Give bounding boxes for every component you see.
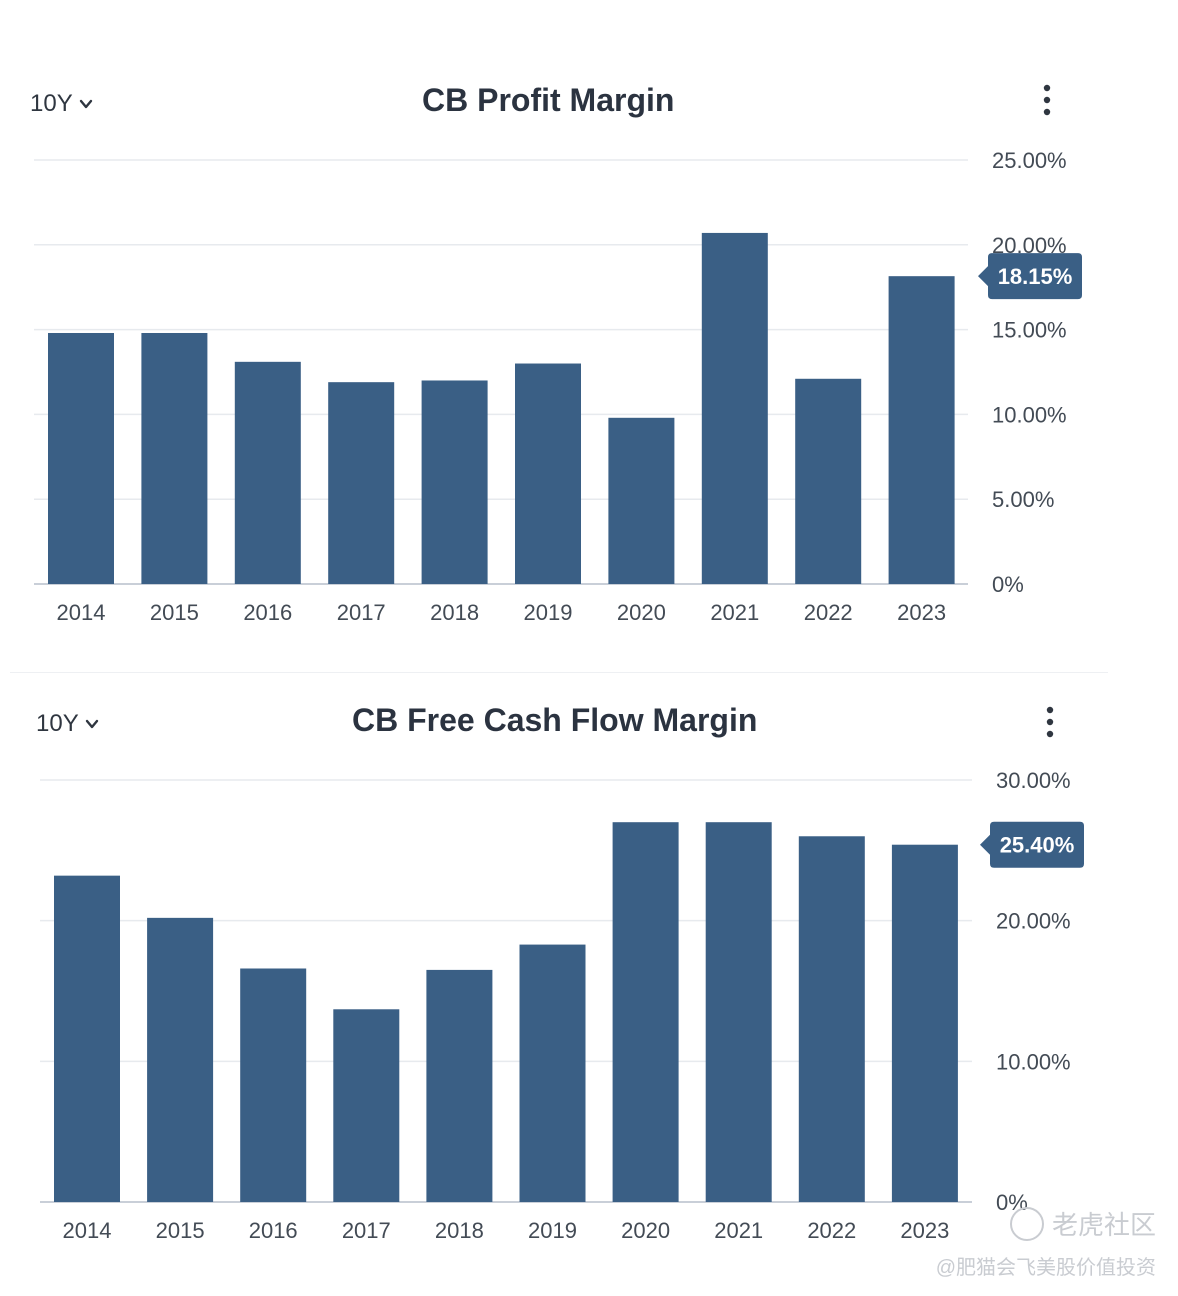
- bar-2019[interactable]: [519, 944, 586, 1202]
- y-tick-label: 0%: [992, 572, 1024, 597]
- period-label: 10Y: [36, 710, 79, 737]
- y-tick-label: 5.00%: [992, 487, 1054, 512]
- watermark-user: @肥猫会飞美股价值投资: [935, 1257, 1156, 1279]
- x-tick-label: 2018: [430, 600, 479, 625]
- x-tick-label: 2021: [710, 600, 759, 625]
- watermark-brand: 老虎社区: [1051, 1210, 1156, 1240]
- bar-2016[interactable]: [240, 968, 307, 1202]
- period-selector[interactable]: 10Y: [36, 710, 99, 738]
- x-tick-label: 2022: [807, 1218, 856, 1243]
- bar-2018[interactable]: [421, 380, 488, 584]
- bar-2023[interactable]: [888, 276, 955, 584]
- bar-2017[interactable]: [333, 1009, 400, 1202]
- period-selector[interactable]: 10Y: [30, 90, 93, 118]
- y-tick-label: 10.00%: [996, 1049, 1071, 1074]
- x-tick-label: 2021: [714, 1218, 763, 1243]
- latest-value-callout: 18.15%: [978, 253, 1082, 300]
- bar-2022[interactable]: [795, 378, 862, 584]
- bar-2023[interactable]: [891, 844, 958, 1202]
- chart-title: CB Free Cash Flow Margin: [352, 702, 758, 738]
- x-tick-label: 2017: [342, 1218, 391, 1243]
- x-tick-label: 2022: [804, 600, 853, 625]
- x-tick-label: 2023: [900, 1218, 949, 1243]
- fcf-margin-chart: 0%10.00%20.00%30.00%2014 2015 2016 2017 2018…: [40, 768, 1084, 1243]
- callout-value: 25.40%: [1000, 833, 1075, 858]
- bar-2022[interactable]: [798, 836, 865, 1202]
- bar-2014[interactable]: [54, 875, 120, 1202]
- period-label: 10Y: [30, 90, 73, 117]
- bar-2021[interactable]: [701, 232, 768, 585]
- y-tick-label: 20.00%: [996, 909, 1071, 934]
- chevron-down-icon: [85, 719, 98, 729]
- profit-margin-chart: 0%5.00%10.00%15.00%20.00%25.00%2014 2015 2…: [34, 148, 1082, 625]
- x-tick-label: 2015: [150, 600, 199, 625]
- y-tick-label: 15.00%: [992, 318, 1067, 343]
- bar-2015[interactable]: [141, 332, 208, 584]
- profit-margin-panel: 10Y CB Profit Margin 0% 5.00% 10.00% 15.00%…: [0, 60, 1178, 660]
- more-options-icon[interactable]: [1040, 704, 1060, 740]
- x-tick-label: 2014: [63, 1218, 112, 1243]
- bar-2018[interactable]: [426, 969, 493, 1202]
- bar-2019[interactable]: [515, 363, 581, 584]
- callout-box: [978, 253, 1082, 300]
- x-tick-label: 2019: [524, 600, 573, 625]
- chart-title: CB Profit Margin: [422, 82, 675, 118]
- bar-2016[interactable]: [234, 361, 301, 584]
- latest-value-callout: 25.40%: [980, 821, 1084, 868]
- bar-2017[interactable]: [328, 382, 395, 584]
- y-tick-label: 25.00%: [992, 148, 1067, 173]
- bar-2015[interactable]: [147, 917, 214, 1202]
- x-tick-label: 2014: [57, 600, 106, 625]
- watermark-logo: 老虎社区: [1009, 1205, 1156, 1242]
- x-tick-label: 2018: [435, 1218, 484, 1243]
- tiger-logo-icon: [1009, 1206, 1044, 1241]
- y-tick-label: 10.00%: [992, 402, 1067, 427]
- x-tick-label: 2015: [156, 1218, 205, 1243]
- x-tick-label: 2019: [528, 1218, 577, 1243]
- callout-box: [980, 821, 1084, 868]
- y-tick-label: 30.00%: [996, 768, 1071, 793]
- bar-2020[interactable]: [608, 417, 675, 584]
- x-tick-label: 2017: [337, 600, 386, 625]
- callout-value: 18.15%: [998, 264, 1073, 289]
- chevron-down-icon: [79, 99, 92, 109]
- x-tick-label: 2020: [621, 1218, 670, 1243]
- fcf-margin-panel: 10Y CB Free Cash Flow Margin 0% 10.00% 20.…: [0, 682, 1178, 1262]
- x-tick-label: 2020: [617, 600, 666, 625]
- bar-2021[interactable]: [705, 822, 772, 1202]
- x-tick-label: 2023: [897, 600, 946, 625]
- bar-2014[interactable]: [48, 332, 114, 584]
- more-options-icon[interactable]: [1037, 82, 1057, 118]
- bar-2020[interactable]: [612, 822, 679, 1202]
- x-tick-label: 2016: [249, 1218, 298, 1243]
- x-tick-label: 2016: [243, 600, 292, 625]
- divider: [10, 672, 1108, 673]
